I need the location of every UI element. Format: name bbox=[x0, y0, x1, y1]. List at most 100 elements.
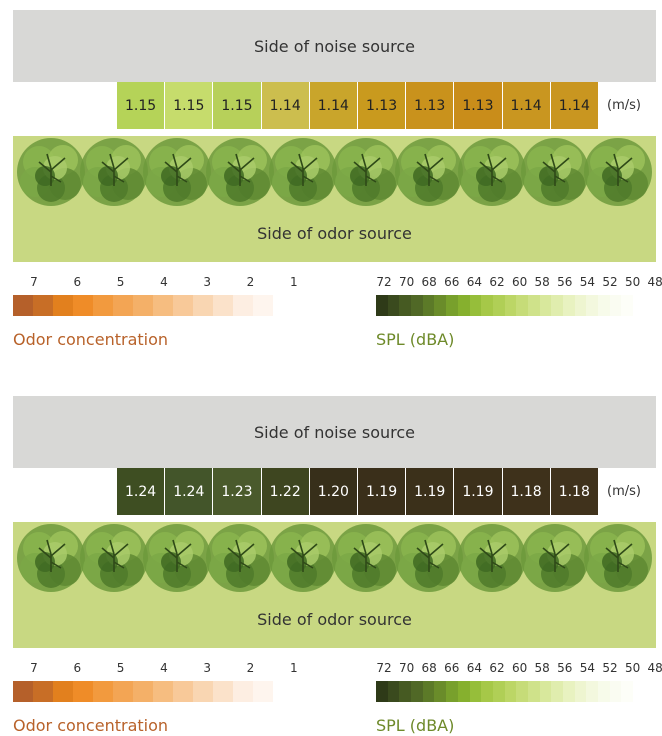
odor-source-band: Side of odor source bbox=[13, 136, 656, 262]
odor-tick-label: 4 bbox=[160, 275, 168, 289]
spl-scale-swatch bbox=[563, 295, 575, 316]
odor-source-label: Side of odor source bbox=[257, 610, 412, 629]
spl-scale-swatch bbox=[399, 295, 412, 316]
tree-icon bbox=[521, 138, 589, 206]
spl-legend-title: SPL (dBA) bbox=[376, 330, 455, 349]
wind-speed-cell: 1.15 bbox=[213, 82, 262, 129]
spl-tick-label: 68 bbox=[421, 275, 437, 289]
odor-scale-swatch bbox=[133, 681, 153, 702]
spl-scale-swatch bbox=[527, 681, 540, 702]
spl-scale-swatch bbox=[539, 295, 552, 316]
wind-speed-cell: 1.18 bbox=[502, 468, 551, 515]
odor-scale-swatch bbox=[153, 681, 173, 702]
odor-scale-swatch bbox=[73, 681, 93, 702]
wind-speed-cell: 1.24 bbox=[117, 468, 166, 515]
spl-tick-label: 68 bbox=[421, 661, 437, 675]
spl-scale-swatch bbox=[574, 295, 587, 316]
speed-unit: (m/s) bbox=[607, 484, 641, 499]
odor-scale-swatch bbox=[13, 295, 33, 316]
spl-tick-label: 56 bbox=[557, 275, 573, 289]
wind-speed-cell: 1.20 bbox=[309, 468, 358, 515]
spl-tick-label: 50 bbox=[624, 275, 641, 289]
tree-icon bbox=[269, 138, 337, 206]
odor-tick-label: 1 bbox=[289, 275, 298, 289]
tree-icon bbox=[17, 138, 85, 206]
spl-tick-label: 48 bbox=[647, 661, 662, 675]
odor-color-scale bbox=[13, 295, 293, 316]
spl-scale-swatch bbox=[644, 681, 657, 702]
spl-scale-swatch bbox=[411, 295, 423, 316]
odor-scale-swatch bbox=[93, 681, 113, 702]
spl-scale-swatch bbox=[422, 295, 435, 316]
odor-scale-swatch bbox=[273, 681, 293, 702]
odor-scale-swatch bbox=[133, 295, 153, 316]
tree-icon bbox=[332, 524, 400, 592]
spl-scale-swatch bbox=[492, 681, 505, 702]
odor-scale-swatch bbox=[93, 295, 113, 316]
spl-tick-label: 52 bbox=[602, 275, 618, 289]
spl-scale-swatch bbox=[609, 681, 622, 702]
odor-legend-ticks: 7 6 5 4 3 2 1 bbox=[13, 275, 297, 289]
tree-row-illustration bbox=[17, 524, 652, 592]
spl-legend: 72 70 68 66 64 62 60 58 56 54 52 50 48 SPL (dBA) bbox=[376, 661, 662, 735]
spl-tick-label: 70 bbox=[398, 275, 415, 289]
spl-scale-swatch bbox=[411, 681, 423, 702]
tree-icon bbox=[458, 524, 526, 592]
wind-speed-cell: 1.13 bbox=[406, 82, 455, 129]
spl-scale-swatch bbox=[457, 681, 470, 702]
spl-scale-swatch bbox=[504, 681, 517, 702]
tree-icon bbox=[206, 138, 274, 206]
spl-legend: 72 70 68 66 64 62 60 58 56 54 52 50 48 SPL (dBA) bbox=[376, 275, 662, 349]
tree-icon bbox=[584, 138, 652, 206]
odor-scale-swatch bbox=[173, 295, 193, 316]
spl-tick-label: 54 bbox=[579, 275, 596, 289]
tree-icon bbox=[395, 138, 463, 206]
spl-scale-swatch bbox=[481, 681, 493, 702]
spl-tick-label: 56 bbox=[557, 661, 573, 675]
odor-scale-swatch bbox=[153, 295, 173, 316]
spl-legend-ticks: 72 70 68 66 64 62 60 58 56 54 52 50 48 bbox=[376, 661, 662, 675]
odor-tick-label: 7 bbox=[30, 661, 38, 675]
spl-tick-label: 48 bbox=[647, 275, 662, 289]
wind-speed-cell: 1.18 bbox=[550, 468, 599, 515]
wind-speed-row: 1.15 1.15 1.15 1.14 1.14 1.13 1.13 1.13 1.14 1.14 bbox=[117, 82, 599, 129]
odor-tick-label: 1 bbox=[289, 661, 298, 675]
speed-unit: (m/s) bbox=[607, 98, 641, 113]
tree-icon bbox=[332, 138, 400, 206]
spl-scale-swatch bbox=[563, 681, 575, 702]
odor-scale-swatch bbox=[113, 681, 133, 702]
spl-tick-label: 60 bbox=[511, 275, 528, 289]
spl-scale-swatch bbox=[551, 295, 563, 316]
odor-scale-swatch bbox=[113, 295, 133, 316]
spl-scale-swatch bbox=[551, 681, 563, 702]
spl-tick-label: 72 bbox=[376, 275, 392, 289]
odor-tick-label: 5 bbox=[116, 661, 125, 675]
spl-tick-label: 54 bbox=[579, 661, 596, 675]
spl-legend-title: SPL (dBA) bbox=[376, 716, 455, 735]
spl-scale-swatch bbox=[446, 681, 458, 702]
noise-source-label: Side of noise source bbox=[254, 36, 415, 56]
odor-scale-swatch bbox=[53, 295, 73, 316]
odor-scale-swatch bbox=[233, 681, 253, 702]
spl-scale-swatch bbox=[399, 681, 412, 702]
spl-scale-swatch bbox=[376, 681, 388, 702]
wind-speed-row: 1.24 1.24 1.23 1.22 1.20 1.19 1.19 1.19 1.18 1.18 bbox=[117, 468, 599, 515]
spl-scale-swatch bbox=[387, 681, 400, 702]
tree-icon bbox=[80, 524, 148, 592]
odor-tick-label: 6 bbox=[73, 275, 82, 289]
wind-speed-cell: 1.15 bbox=[117, 82, 166, 129]
tree-icon bbox=[143, 138, 211, 206]
wind-speed-cell: 1.13 bbox=[454, 82, 503, 129]
spl-scale-swatch bbox=[574, 681, 587, 702]
odor-tick-label: 2 bbox=[246, 661, 255, 675]
spl-scale-swatch bbox=[469, 295, 482, 316]
spl-scale-swatch bbox=[598, 681, 610, 702]
tree-icon bbox=[143, 524, 211, 592]
odor-scale-swatch bbox=[73, 295, 93, 316]
spl-tick-label: 66 bbox=[444, 661, 460, 675]
spl-tick-label: 62 bbox=[489, 661, 505, 675]
spl-scale-swatch bbox=[422, 681, 435, 702]
wind-speed-cell: 1.19 bbox=[406, 468, 455, 515]
wind-speed-cell: 1.22 bbox=[261, 468, 310, 515]
odor-scale-swatch bbox=[253, 681, 273, 702]
